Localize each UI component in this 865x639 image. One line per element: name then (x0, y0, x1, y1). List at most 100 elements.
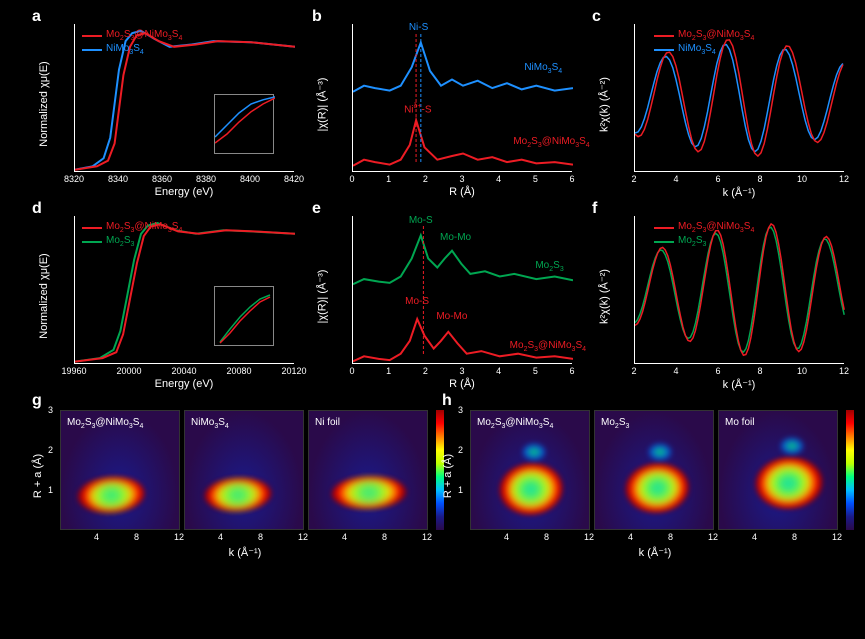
peak-label: Mo-S (409, 215, 433, 226)
xtick: 6 (554, 366, 590, 376)
xtick: 4 (504, 532, 509, 542)
xtick: 4 (94, 532, 99, 542)
panel-label-c: c (592, 8, 601, 26)
xtick: 8 (668, 532, 673, 542)
xtick: 8 (134, 532, 139, 542)
heatmap-title: NiMo3S4 (191, 417, 229, 430)
xtick: 4 (658, 174, 694, 184)
heatmap-title: Ni foil (315, 417, 340, 428)
xtick: 6 (554, 174, 590, 184)
xtick: 8320 (56, 174, 92, 184)
xtick: 8 (792, 532, 797, 542)
plot: Ni-SNiδ+-SNiMo3S4Mo2S3@NiMo3S4 (352, 24, 572, 172)
xtick: 1 (371, 366, 407, 376)
xtick: 12 (826, 366, 862, 376)
heatmap: Mo2S3@NiMo3S4 (470, 410, 590, 530)
peak-label: Mo2S3@NiMo3S4 (513, 136, 589, 149)
xtick: 2 (616, 366, 652, 376)
panel-label-e: e (312, 200, 321, 218)
xlabel: Energy (eV) (134, 378, 234, 390)
heatmap: Ni foil (308, 410, 428, 530)
xtick: 12 (826, 174, 862, 184)
xtick: 8 (258, 532, 263, 542)
ylabel: R + a (Å) (32, 426, 44, 526)
xlabel: Energy (eV) (134, 186, 234, 198)
inset (214, 286, 274, 346)
xtick: 4 (481, 366, 517, 376)
ytick: 2 (458, 445, 463, 455)
peak-label: Mo2S3@NiMo3S4 (510, 340, 586, 353)
peak-label: Ni-S (409, 22, 428, 33)
xlabel: k (Å⁻¹) (689, 378, 789, 391)
panel-label-d: d (32, 200, 42, 218)
panel-label-b: b (312, 8, 322, 26)
heatmap: NiMo3S4 (184, 410, 304, 530)
xtick: 20120 (276, 366, 312, 376)
xtick: 4 (481, 174, 517, 184)
xtick: 4 (218, 532, 223, 542)
heatmap: Mo foil (718, 410, 838, 530)
xlabel: R (Å) (412, 378, 512, 390)
xtick: 8 (544, 532, 549, 542)
ytick: 1 (48, 485, 53, 495)
xlabel: k (Å⁻¹) (625, 546, 685, 559)
xlabel: k (Å⁻¹) (215, 546, 275, 559)
xtick: 12 (422, 532, 432, 542)
peak-label: Mo-Mo (440, 232, 471, 243)
xtick: 12 (174, 532, 184, 542)
xtick: 4 (752, 532, 757, 542)
xtick: 5 (517, 174, 553, 184)
plot: Mo-SMo-MoMo2S3Mo-SMo-MoMo2S3@NiMo3S4 (352, 216, 572, 364)
heatmap-row: Mo2S3@NiMo3S4 Mo2S3 Mo foil (470, 410, 838, 530)
heatmap: Mo2S3 (594, 410, 714, 530)
heatmap-title: Mo2S3 (601, 417, 629, 430)
xtick: 8400 (232, 174, 268, 184)
heatmap-title: Mo2S3@NiMo3S4 (477, 417, 553, 430)
legend: Mo2S3@NiMo3S4Mo2S3 (654, 220, 754, 249)
xtick: 2 (616, 174, 652, 184)
panel-label-a: a (32, 8, 41, 26)
xtick: 6 (700, 174, 736, 184)
xtick: 0 (334, 366, 370, 376)
ylabel: |χ(R)| (Å⁻³) (316, 227, 329, 367)
xtick: 10 (784, 366, 820, 376)
ytick: 3 (458, 405, 463, 415)
xtick: 20000 (111, 366, 147, 376)
heatmap-title: Mo foil (725, 417, 754, 428)
xtick: 8360 (144, 174, 180, 184)
panel-label-h: h (442, 392, 452, 410)
xlabel: k (Å⁻¹) (689, 186, 789, 199)
ylabel: |χ(R)| (Å⁻³) (316, 35, 329, 175)
peak-label: Mo-S (405, 296, 429, 307)
colorbar (846, 410, 854, 530)
xtick: 12 (584, 532, 594, 542)
ylabel: Normalized χμ(E) (38, 34, 50, 174)
xlabel: R (Å) (412, 186, 512, 198)
xtick: 3 (444, 174, 480, 184)
peak-label: Mo2S3 (535, 260, 563, 273)
xtick: 12 (708, 532, 718, 542)
xtick: 2 (407, 366, 443, 376)
xtick: 8 (742, 366, 778, 376)
heatmap: Mo2S3@NiMo3S4 (60, 410, 180, 530)
xtick: 0 (334, 174, 370, 184)
xtick: 8 (742, 174, 778, 184)
xtick: 4 (342, 532, 347, 542)
xtick: 5 (517, 366, 553, 376)
xtick: 12 (832, 532, 842, 542)
peak-label: NiMo3S4 (524, 62, 562, 75)
ylabel: k²χ(k) (Å⁻²) (598, 35, 611, 175)
inset (214, 94, 274, 154)
xtick: 8 (382, 532, 387, 542)
ytick: 3 (48, 405, 53, 415)
legend: Mo2S3@NiMo3S4NiMo3S4 (82, 28, 182, 57)
xtick: 4 (628, 532, 633, 542)
legend: Mo2S3@NiMo3S4NiMo3S4 (654, 28, 754, 57)
xtick: 1 (371, 174, 407, 184)
panel-label-g: g (32, 392, 42, 410)
xtick: 8380 (188, 174, 224, 184)
heatmap-row: Mo2S3@NiMo3S4 NiMo3S4 Ni foil (60, 410, 428, 530)
xtick: 20080 (221, 366, 257, 376)
xtick: 19960 (56, 366, 92, 376)
xtick: 2 (407, 174, 443, 184)
